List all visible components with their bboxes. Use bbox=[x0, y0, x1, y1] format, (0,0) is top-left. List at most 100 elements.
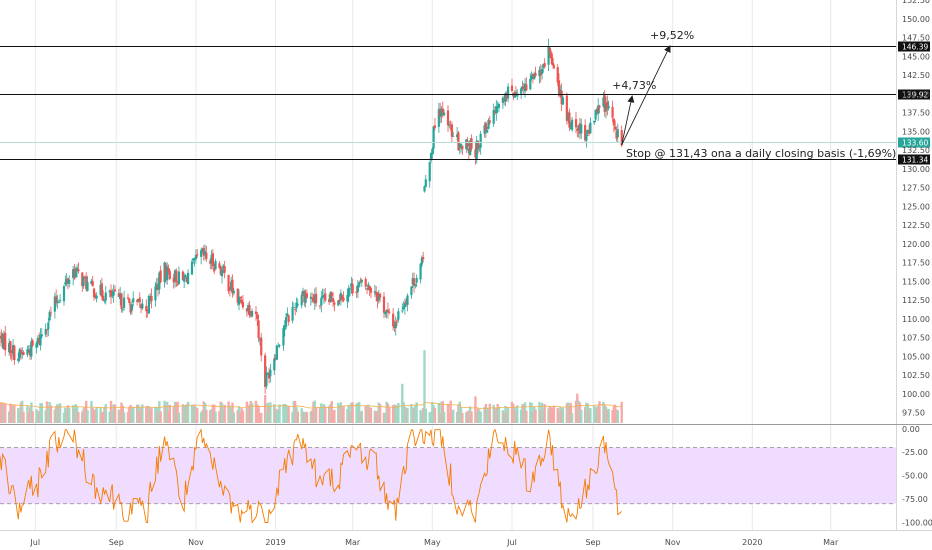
volume-bar bbox=[485, 407, 489, 423]
volume-bar bbox=[604, 406, 608, 423]
volume-bar bbox=[231, 402, 234, 423]
volume-bar bbox=[559, 406, 562, 423]
level-badge bbox=[898, 89, 930, 100]
price-tick-label: 112.50 bbox=[902, 296, 930, 305]
volume-bar bbox=[58, 403, 62, 423]
volume-bar bbox=[411, 408, 414, 423]
candle-body bbox=[295, 302, 298, 309]
candle-body bbox=[192, 258, 195, 261]
candle-body bbox=[318, 305, 322, 307]
candle-body bbox=[543, 62, 546, 67]
volume-bar bbox=[22, 411, 25, 423]
candle-body bbox=[313, 294, 316, 304]
volume-bar bbox=[530, 402, 533, 423]
volume-bar bbox=[576, 393, 579, 423]
candle-body bbox=[364, 278, 367, 287]
volume-bar bbox=[92, 410, 96, 423]
candle-body bbox=[432, 126, 435, 149]
candle-body bbox=[405, 301, 408, 305]
candle-body bbox=[47, 322, 50, 330]
candle-body bbox=[397, 311, 400, 320]
candle-body bbox=[574, 119, 578, 128]
candle-body bbox=[2, 333, 6, 350]
current-price-badge bbox=[898, 137, 930, 148]
volume-bar bbox=[232, 412, 235, 423]
volume-bar bbox=[405, 407, 408, 423]
candle-body bbox=[102, 295, 105, 301]
volume-bar bbox=[367, 404, 370, 423]
candle-body bbox=[311, 297, 314, 299]
volume-bar bbox=[394, 404, 397, 423]
volume-bar bbox=[19, 402, 23, 423]
candle-body bbox=[338, 299, 341, 302]
candle-body bbox=[66, 278, 70, 283]
volume-bar bbox=[452, 409, 455, 423]
candle-body bbox=[38, 338, 41, 344]
candle-body bbox=[320, 297, 323, 306]
price-tick-label: 100.00 bbox=[902, 390, 930, 399]
volume-bar bbox=[496, 403, 499, 423]
volume-bar bbox=[561, 407, 565, 423]
candle-body bbox=[258, 338, 262, 341]
volume-bar bbox=[121, 405, 124, 423]
candle-body bbox=[565, 95, 568, 121]
candle-body bbox=[248, 305, 251, 316]
candle-body bbox=[376, 292, 379, 302]
volume-bar bbox=[585, 402, 588, 423]
volume-bar bbox=[569, 402, 572, 423]
volume-bar bbox=[318, 406, 322, 423]
candle-body bbox=[351, 284, 354, 294]
volume-bar bbox=[493, 407, 497, 423]
candle-body bbox=[154, 286, 157, 301]
volume-bar bbox=[168, 404, 171, 423]
volume-bar bbox=[533, 406, 536, 423]
candle-body bbox=[209, 260, 212, 264]
volume-bar bbox=[287, 406, 290, 423]
candle-body bbox=[388, 311, 391, 313]
volume-bar bbox=[475, 411, 478, 423]
candle-body bbox=[68, 279, 71, 284]
volume-bar bbox=[82, 408, 85, 423]
volume-bar bbox=[301, 411, 305, 423]
volume-bar bbox=[95, 407, 98, 423]
candle-body bbox=[286, 313, 289, 317]
candle-body bbox=[304, 294, 307, 303]
volume-bar bbox=[469, 406, 472, 423]
candle-body bbox=[531, 74, 534, 78]
candle-body bbox=[552, 64, 555, 69]
volume-bar bbox=[428, 412, 431, 423]
volume-bar bbox=[28, 407, 32, 423]
candle-body bbox=[122, 297, 126, 308]
candle-body bbox=[136, 300, 139, 302]
candle-body bbox=[602, 97, 605, 107]
volume-bar bbox=[465, 412, 468, 423]
candle-body bbox=[324, 293, 327, 301]
volume-bar bbox=[267, 407, 271, 423]
candle-body bbox=[183, 277, 186, 282]
volume-bar bbox=[213, 404, 216, 423]
candle-body bbox=[284, 317, 288, 327]
candle-body bbox=[211, 253, 214, 267]
volume-bar bbox=[293, 400, 297, 423]
horizontal-levels[interactable]: 146.39 139.92 131.34 133.60 bbox=[0, 41, 930, 165]
volume-bar bbox=[359, 412, 362, 423]
candle-body bbox=[267, 373, 271, 379]
candle-body bbox=[92, 288, 96, 298]
candle-body bbox=[356, 285, 359, 292]
candle-body bbox=[81, 272, 84, 287]
volume-bar bbox=[450, 411, 454, 423]
candle-body bbox=[469, 140, 472, 156]
time-tick-label: Mar bbox=[345, 538, 361, 547]
candle-body bbox=[506, 86, 510, 99]
volume-bar bbox=[492, 404, 495, 423]
volume-bar bbox=[138, 411, 141, 423]
volume-bar bbox=[459, 407, 463, 423]
candle-body bbox=[393, 324, 396, 328]
volume-bar bbox=[257, 406, 260, 423]
time-tick-label: 2019 bbox=[265, 538, 285, 547]
candle-body bbox=[168, 271, 171, 280]
volume-bar bbox=[497, 406, 501, 423]
price-tick-label: 137.50 bbox=[902, 109, 930, 118]
price-tick-label: 110.00 bbox=[902, 315, 930, 324]
